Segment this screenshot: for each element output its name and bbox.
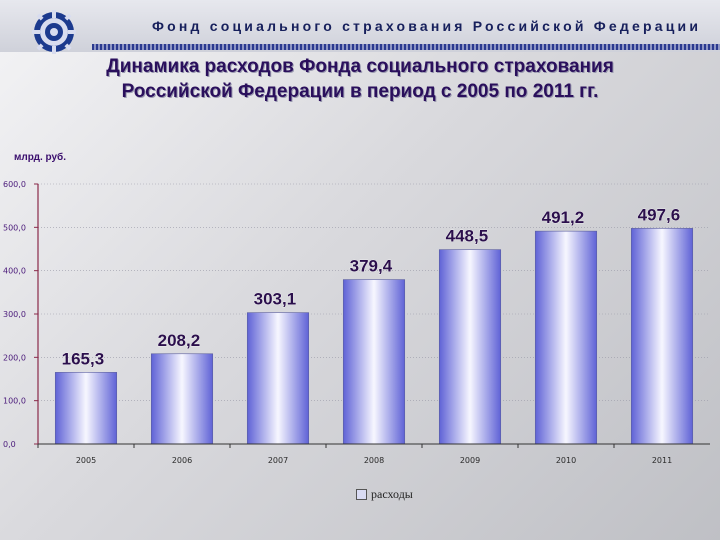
- bar-2005: [54, 372, 118, 445]
- bar-2011: [630, 228, 694, 445]
- y-tick-label: 600,0: [3, 180, 26, 189]
- data-label-2009: 448,5: [446, 227, 489, 246]
- data-label-2011: 497,6: [638, 205, 681, 224]
- x-tick-label: 2011: [652, 456, 672, 465]
- bar-2008: [342, 279, 406, 445]
- y-tick-label: 400,0: [3, 267, 26, 276]
- legend: расходы: [356, 487, 413, 501]
- x-tick-label: 2007: [268, 456, 288, 465]
- x-tick-label: 2006: [172, 456, 192, 465]
- fss-emblem-icon: [32, 10, 76, 54]
- slide-title: Динамика расходов Фонда социального стра…: [60, 54, 660, 104]
- x-tick-label: 2005: [76, 456, 96, 465]
- legend-label: расходы: [371, 486, 413, 501]
- slide-title-line-2: Российской Федерации в период с 2005 по …: [121, 81, 599, 102]
- y-tick-label: 200,0: [3, 353, 26, 362]
- y-tick-label: 500,0: [3, 223, 26, 232]
- data-label-2008: 379,4: [350, 257, 393, 276]
- axes: 0,0 100,0 200,0 300,0 400,0 500,0 600,0 2005 200…: [3, 180, 710, 465]
- x-tick-label: 2009: [460, 456, 480, 465]
- y-tick-label: 0,0: [3, 440, 16, 449]
- organization-title: Фонд социального страхования Российской …: [152, 18, 702, 34]
- legend-swatch: [356, 488, 367, 500]
- data-labels: 165,3 208,2 303,1 379,4 448,5 491,2 497,6: [61, 205, 681, 369]
- bar-2010: [534, 230, 598, 445]
- bar-2009: [438, 249, 502, 445]
- x-tick-label: 2008: [364, 456, 384, 465]
- data-label-2007: 303,1: [254, 290, 297, 309]
- x-tick-label: 2010: [556, 456, 576, 465]
- bar-2006: [150, 353, 214, 445]
- y-tick-label: 100,0: [3, 397, 26, 406]
- slide-title-line-1: Динамика расходов Фонда социального стра…: [106, 56, 614, 77]
- y-tick-label: 300,0: [3, 310, 26, 319]
- bar-2007: [246, 312, 310, 445]
- header-divider: [92, 44, 720, 50]
- data-label-2010: 491,2: [542, 208, 585, 227]
- data-label-2005: 165,3: [62, 349, 105, 368]
- data-label-2006: 208,2: [158, 331, 201, 350]
- header-banner: Фонд социального страхования Российской …: [0, 0, 720, 54]
- y-axis-unit-label: млрд. руб.: [14, 152, 67, 163]
- bars: [54, 228, 694, 445]
